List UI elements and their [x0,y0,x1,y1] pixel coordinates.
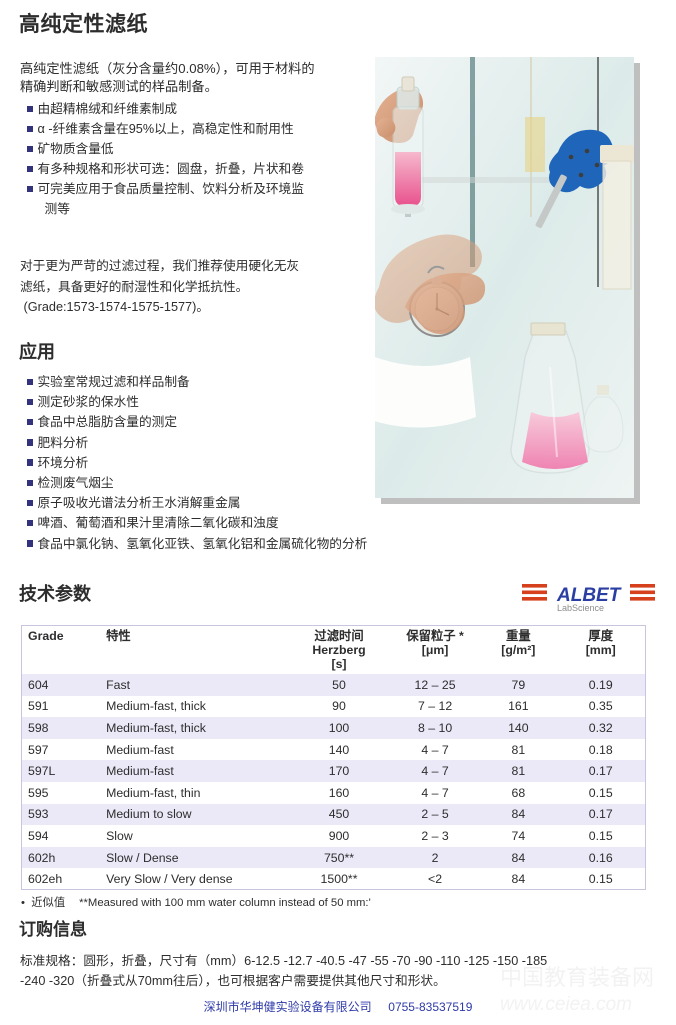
svg-text:www.ceiea.com: www.ceiea.com [500,994,632,1015]
svg-text:中国教育装备网: 中国教育装备网 [500,965,654,990]
svg-text:LabScience: LabScience [557,603,604,613]
